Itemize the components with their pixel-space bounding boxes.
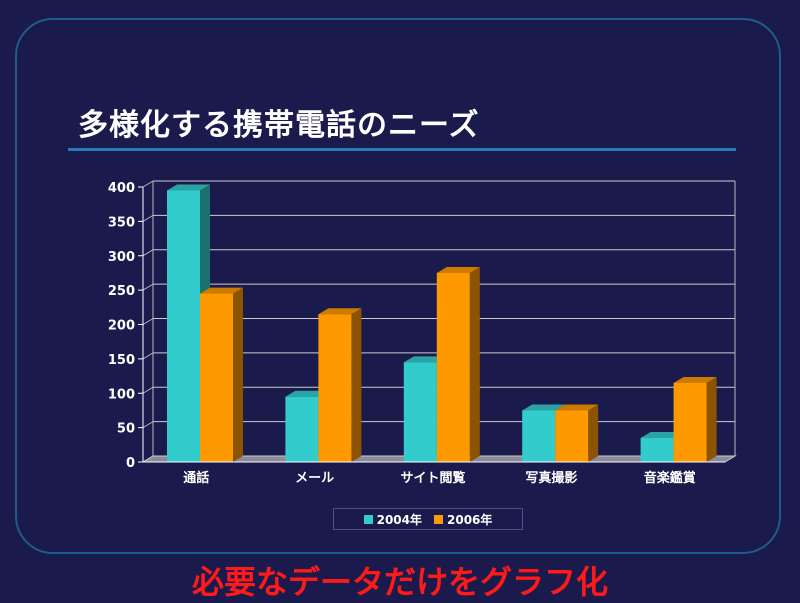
grid-depth-8 bbox=[142, 180, 154, 188]
grid-depth-4 bbox=[142, 318, 154, 325]
grid-depth-3 bbox=[142, 352, 154, 360]
caption-text: 必要なデータだけをグラフ化 bbox=[191, 563, 608, 601]
legend-swatch-2006 bbox=[434, 514, 443, 524]
bar-2004-3 bbox=[522, 410, 556, 462]
bar-2006-3-side bbox=[588, 404, 599, 462]
grid-depth-6 bbox=[142, 249, 154, 257]
bar-2004-2-top bbox=[403, 356, 447, 363]
x-tick-label-3: 写真撮影 bbox=[525, 470, 577, 486]
y-tick-label-6: 300 bbox=[108, 250, 135, 265]
y-tick-label-8: 400 bbox=[108, 181, 135, 196]
bar-2006-0-side bbox=[233, 287, 243, 462]
legend-item-2006: 2006年 bbox=[434, 511, 492, 528]
bar-2006-1 bbox=[318, 314, 352, 462]
bar-2006-2 bbox=[436, 272, 470, 462]
x-tick-label-1: メール bbox=[295, 471, 334, 486]
bar-2006-1-top bbox=[318, 308, 362, 315]
title-divider bbox=[68, 148, 736, 151]
y-tick-label-2: 100 bbox=[108, 387, 135, 402]
bar-2006-3-top bbox=[555, 404, 599, 411]
bar-2004-4-top bbox=[640, 431, 684, 438]
bar-2004-1 bbox=[285, 396, 319, 462]
grid-depth-1 bbox=[142, 421, 154, 429]
x-tick-label-0: 通話 bbox=[183, 470, 209, 486]
bar-2004-0 bbox=[167, 190, 200, 462]
legend-swatch-2004 bbox=[363, 514, 373, 524]
slide-frame bbox=[15, 18, 781, 554]
grid-depth-5 bbox=[142, 283, 154, 291]
x-tick-label-2: サイト閲覧 bbox=[400, 470, 465, 486]
bar-2004-3-top bbox=[522, 404, 566, 411]
grid-depth-7 bbox=[142, 214, 154, 222]
bar-2006-0 bbox=[200, 293, 233, 462]
bar-2006-1-side bbox=[351, 308, 362, 462]
bar-2006-3 bbox=[555, 410, 589, 462]
x-tick-label-4: 音楽鑑賞 bbox=[644, 470, 696, 486]
bar-2006-2-top bbox=[436, 266, 480, 273]
y-tick-label-5: 250 bbox=[108, 284, 135, 299]
bar-2004-0-top bbox=[167, 184, 210, 191]
y-tick-label-4: 200 bbox=[108, 319, 135, 334]
y-tick-label-3: 150 bbox=[108, 353, 135, 368]
bar-2004-1-top bbox=[285, 390, 329, 397]
legend-label-2006: 2006年 bbox=[447, 512, 493, 527]
bar-2006-0-top bbox=[200, 287, 243, 294]
grid-depth-2 bbox=[142, 386, 154, 394]
y-tick-label-1: 50 bbox=[117, 422, 135, 437]
bar-2004-4 bbox=[640, 437, 674, 462]
y-tick-label-7: 350 bbox=[108, 215, 135, 230]
bar-2006-2-side bbox=[469, 266, 480, 462]
bar-2006-4-side bbox=[706, 376, 717, 462]
bar-2006-4-top bbox=[673, 376, 717, 383]
slide-title: 多様化する携帯電話のニーズ bbox=[78, 108, 480, 143]
bar-2006-4 bbox=[673, 382, 707, 462]
legend-label-2004: 2004年 bbox=[376, 512, 422, 527]
bar-2004-2 bbox=[403, 362, 437, 462]
chart-legend: 2004年 2006年 bbox=[333, 508, 523, 530]
legend-item-2004: 2004年 bbox=[363, 511, 422, 528]
y-tick-label-0: 0 bbox=[126, 456, 135, 471]
bar-chart: 0 50 100 150 200 250 300 350 400 通話 メール サイト閲覧 写真撮影 音楽… bbox=[108, 180, 737, 486]
